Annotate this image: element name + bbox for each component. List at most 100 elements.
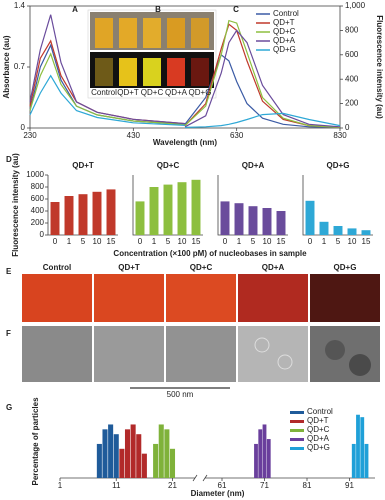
y2-tick-label: 400 [345, 74, 359, 83]
bar [102, 429, 108, 478]
bar [191, 179, 201, 235]
inset-label: QD+C [141, 88, 164, 97]
bar [220, 201, 230, 235]
legend-label: QD+C [273, 27, 296, 36]
legend-label: QD+G [307, 443, 330, 452]
x-tick-label: 10 [348, 237, 357, 246]
bar [248, 206, 258, 235]
bar [262, 208, 272, 235]
y-tick-label: 1.4 [14, 1, 26, 10]
legend-label: QD+G [273, 45, 296, 54]
image-title: Control [43, 263, 71, 272]
bar [169, 448, 176, 478]
image-title: QD+T [118, 263, 140, 272]
legend-label: QD+T [273, 18, 295, 27]
legend-swatch [290, 411, 304, 414]
y2-tick-label: 1,000 [345, 1, 366, 10]
bar [119, 448, 125, 478]
x-tick-label: 5 [166, 237, 171, 246]
bar [364, 443, 369, 478]
y-tick-label: 400 [31, 206, 45, 215]
x-tick-label: 15 [362, 237, 371, 246]
chart-title: QD+G [327, 161, 350, 170]
line [184, 19, 341, 128]
x-tick-label: 830 [333, 131, 347, 140]
vial-photo [87, 9, 217, 99]
y-tick-label: 800 [31, 182, 45, 191]
y2-axis-label: Fluorescence intensity (au) [375, 15, 384, 119]
x-tick-label: 0 [223, 237, 228, 246]
bar [266, 439, 271, 478]
x-tick-label: 10 [263, 237, 272, 246]
x-tick-label: 10 [93, 237, 102, 246]
x-tick-label: 11 [112, 481, 121, 490]
x-tick-label: 5 [81, 237, 86, 246]
x-tick-label: 230 [23, 131, 37, 140]
bar [113, 434, 119, 478]
y2-tick-label: 0 [345, 123, 350, 132]
bar [158, 424, 164, 478]
x-tick-label: 1 [237, 237, 242, 246]
x-tick-label: 81 [303, 481, 312, 490]
bar [149, 187, 159, 235]
y2-tick-label: 200 [345, 99, 359, 108]
chart-title: QD+T [72, 161, 94, 170]
sem-images [22, 326, 380, 389]
x-tick-label: 0 [138, 237, 143, 246]
bar [135, 201, 145, 235]
inset-label: QD+G [189, 88, 212, 97]
x-tick-label: 1 [67, 237, 72, 246]
legend-swatch [290, 420, 304, 423]
bar [356, 414, 360, 478]
x-tick-label: 61 [218, 481, 227, 490]
x-axis-label: Concentration (×100 pM) of nucleobases i… [113, 249, 307, 258]
panel-label: F [6, 329, 11, 338]
y-axis-label: Absorbance (au) [2, 35, 11, 98]
legend-label: Control [307, 407, 333, 416]
y-tick-label: 1000 [26, 170, 44, 179]
y-tick-label: 200 [31, 218, 45, 227]
bar [177, 182, 187, 235]
bar [351, 443, 356, 478]
legend-label: QD+C [307, 425, 330, 434]
bar [164, 429, 170, 478]
panel-label: G [6, 403, 12, 412]
x-tick-label: 1 [58, 481, 63, 490]
y-tick-label: 600 [31, 194, 45, 203]
axis-break [192, 474, 208, 482]
bar [305, 200, 315, 235]
legend-label: QD+A [307, 434, 330, 443]
line [184, 112, 341, 128]
y2-tick-label: 600 [345, 50, 359, 59]
y2-tick-label: 800 [345, 26, 359, 35]
legend-label: Control [273, 9, 299, 18]
bar [141, 453, 147, 478]
bar [163, 184, 173, 235]
panel-label: D [6, 155, 12, 164]
y-tick-label: 0 [40, 230, 45, 239]
x-tick-label: 5 [251, 237, 256, 246]
x-tick-label: 15 [107, 237, 116, 246]
line [29, 74, 186, 126]
legend-label: QD+T [307, 416, 329, 425]
x-tick-label: 91 [345, 481, 354, 490]
y-axis-label: Fluorescence intensity (au) [11, 153, 20, 257]
x-tick-label: 21 [168, 481, 177, 490]
chart-title: QD+A [242, 161, 265, 170]
x-tick-label: 430 [127, 131, 141, 140]
x-tick-label: 71 [260, 481, 269, 490]
bar [124, 429, 131, 478]
bar [78, 194, 88, 235]
inset-label: QD+A [165, 88, 188, 97]
x-tick-label: 5 [336, 237, 341, 246]
x-axis-label: Diameter (nm) [191, 489, 245, 498]
bar [153, 443, 159, 478]
image-title: QD+G [334, 263, 357, 272]
x-tick-label: 0 [308, 237, 313, 246]
bar [347, 228, 357, 235]
bar [254, 443, 258, 478]
bar [360, 417, 365, 478]
image-title: QD+C [190, 263, 213, 272]
x-tick-label: 0 [53, 237, 58, 246]
